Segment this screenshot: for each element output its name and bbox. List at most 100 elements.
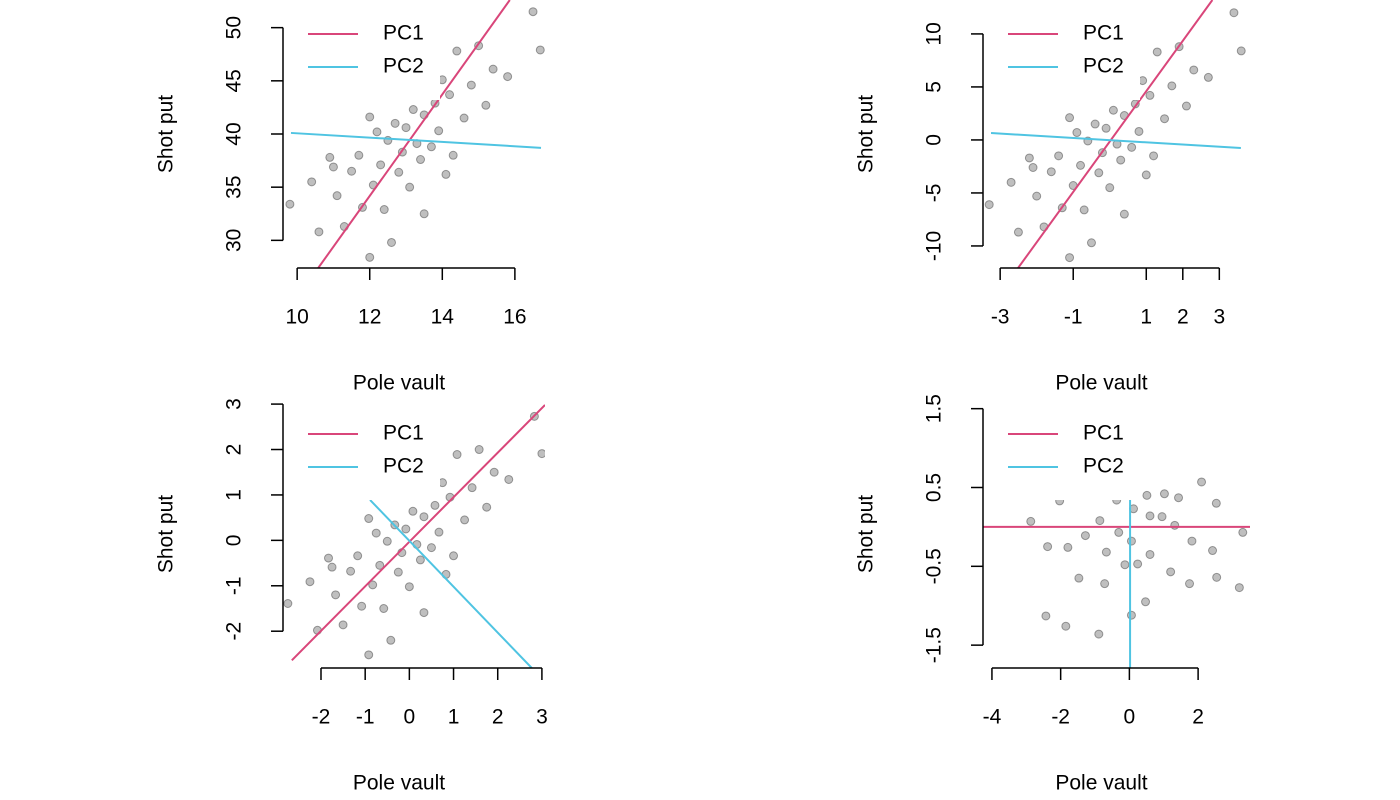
point — [1189, 65, 1199, 75]
pc-line — [369, 499, 533, 668]
point — [1013, 227, 1023, 237]
point — [401, 524, 411, 534]
point — [466, 80, 476, 90]
point — [1236, 46, 1246, 56]
point — [357, 601, 367, 611]
point — [1095, 516, 1105, 526]
x-tick-label: -3 — [991, 306, 1010, 329]
point — [1105, 183, 1115, 193]
point — [328, 162, 338, 172]
point — [415, 555, 425, 565]
point — [1197, 477, 1207, 487]
x-axis-label: Pole vault — [353, 372, 445, 395]
point — [1141, 597, 1151, 607]
point — [416, 155, 426, 165]
point — [1063, 542, 1073, 552]
x-tick-label: -1 — [1064, 306, 1083, 329]
x-axis-label: Pole vault — [1055, 372, 1147, 395]
y-tick-label: 0 — [223, 535, 246, 547]
point — [1108, 105, 1118, 115]
y-tick-label: 5 — [923, 81, 946, 93]
point — [379, 205, 389, 215]
y-axis-label: Shot put — [855, 495, 878, 573]
point — [1090, 119, 1100, 129]
x-tick-label: 0 — [1124, 706, 1136, 729]
point — [1026, 516, 1036, 526]
point — [405, 182, 415, 192]
point — [1072, 128, 1082, 138]
point — [386, 635, 396, 645]
y-tick-label: -1 — [223, 576, 246, 595]
point — [1054, 151, 1064, 161]
point — [419, 512, 429, 522]
x-axis-label: Pole vault — [353, 772, 445, 795]
point — [365, 252, 375, 262]
point — [449, 551, 459, 561]
point — [1046, 167, 1056, 177]
y-axis-label: Shot put — [155, 495, 178, 573]
x-tick-label: 2 — [1177, 306, 1189, 329]
point — [338, 620, 348, 630]
point — [528, 7, 538, 17]
y-tick-label: 0.5 — [923, 473, 946, 502]
point — [364, 650, 374, 660]
legend-label: PC2 — [1083, 455, 1124, 478]
x-tick-label: -2 — [312, 706, 331, 729]
point — [452, 46, 462, 56]
point — [404, 582, 414, 592]
panel: PC1 PC2 -4 -2 0 2 -1.5 -0.5 0.5 1.5 Pole vault Shot… — [855, 394, 1250, 795]
point — [1203, 72, 1213, 82]
legend-box — [283, 400, 440, 500]
point — [1061, 621, 1071, 631]
y-tick-label: -5 — [923, 184, 946, 203]
point — [401, 123, 411, 133]
point — [1101, 547, 1111, 557]
y-tick-label: 30 — [223, 229, 246, 252]
legend-label: PC1 — [383, 422, 424, 445]
point — [1120, 560, 1130, 570]
x-tick-label: 2 — [492, 706, 504, 729]
x-tick-label: 12 — [358, 306, 381, 329]
legend-label: PC1 — [1083, 422, 1124, 445]
point — [1006, 177, 1016, 187]
point — [504, 474, 514, 484]
point — [1094, 168, 1104, 178]
point — [1065, 253, 1075, 263]
point — [408, 105, 418, 115]
y-tick-label: 1.5 — [923, 394, 946, 423]
point — [1211, 498, 1221, 508]
y-tick-label: -0.5 — [923, 548, 946, 584]
point — [1166, 567, 1176, 577]
point — [434, 527, 444, 537]
legend-label: PC2 — [383, 55, 424, 78]
point — [324, 553, 334, 563]
x-tick-label: 1 — [448, 706, 460, 729]
y-tick-label: 35 — [223, 175, 246, 198]
point — [489, 467, 499, 477]
point — [1094, 629, 1104, 639]
point — [445, 90, 455, 100]
point — [1145, 511, 1155, 521]
plot-area — [983, 400, 1250, 668]
point — [452, 450, 462, 460]
point — [1141, 170, 1151, 180]
point — [1234, 583, 1244, 593]
point — [1145, 90, 1155, 100]
y-tick-label: 2 — [223, 444, 246, 456]
legend-label: PC2 — [1083, 55, 1124, 78]
point — [481, 100, 491, 110]
x-tick-label: -2 — [1051, 706, 1070, 729]
point — [1126, 536, 1136, 546]
point — [1185, 579, 1195, 589]
y-tick-label: -2 — [223, 622, 246, 641]
y-tick-label: -10 — [923, 231, 946, 261]
point — [1080, 531, 1090, 541]
point — [283, 598, 293, 608]
x-tick-label: -1 — [356, 706, 375, 729]
point — [379, 603, 389, 613]
point — [305, 577, 315, 587]
point — [1086, 238, 1096, 248]
pc-line — [990, 132, 1241, 149]
point — [426, 543, 436, 553]
point — [1076, 160, 1086, 170]
